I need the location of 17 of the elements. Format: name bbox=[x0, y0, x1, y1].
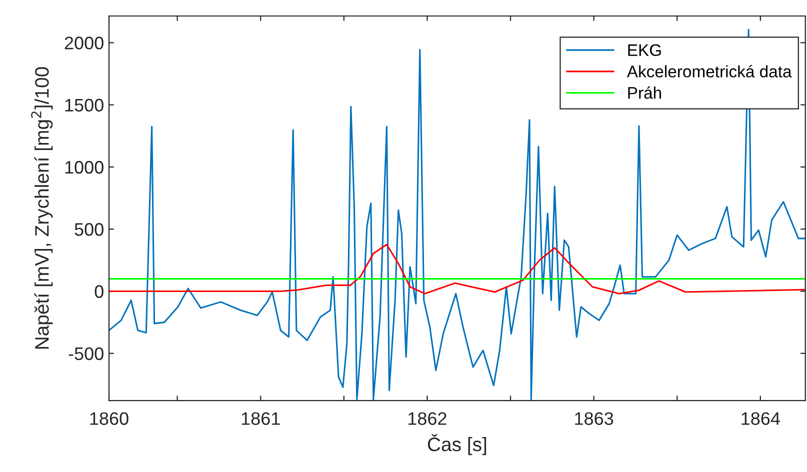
x-tick-label: 1863 bbox=[575, 412, 614, 425]
y-tick-label: 500 bbox=[74, 223, 104, 236]
legend-label: Práh bbox=[628, 86, 662, 99]
y-tick-label: 1000 bbox=[65, 160, 104, 174]
legend-label: EKG bbox=[628, 44, 661, 56]
x-tick-label: 1864 bbox=[742, 412, 780, 425]
x-tick-label: 1861 bbox=[242, 412, 280, 425]
line-series bbox=[109, 244, 806, 294]
y-tick-label: -500 bbox=[68, 347, 104, 360]
y-tick-label: 1500 bbox=[65, 98, 104, 112]
y-axis-title: Napětí [mV], Zrychlení [mg$^{2}$]/100 bbox=[31, 67, 53, 349]
x-tick-label: 1860 bbox=[90, 412, 128, 425]
legend-label: Akcelerometrická data bbox=[626, 64, 792, 78]
y-tick-label: 2000 bbox=[64, 36, 104, 50]
x-tick-label: 1862 bbox=[408, 412, 446, 425]
x-axis-title: Čas [s] bbox=[428, 434, 486, 456]
y-tick-label: 0 bbox=[94, 285, 104, 298]
